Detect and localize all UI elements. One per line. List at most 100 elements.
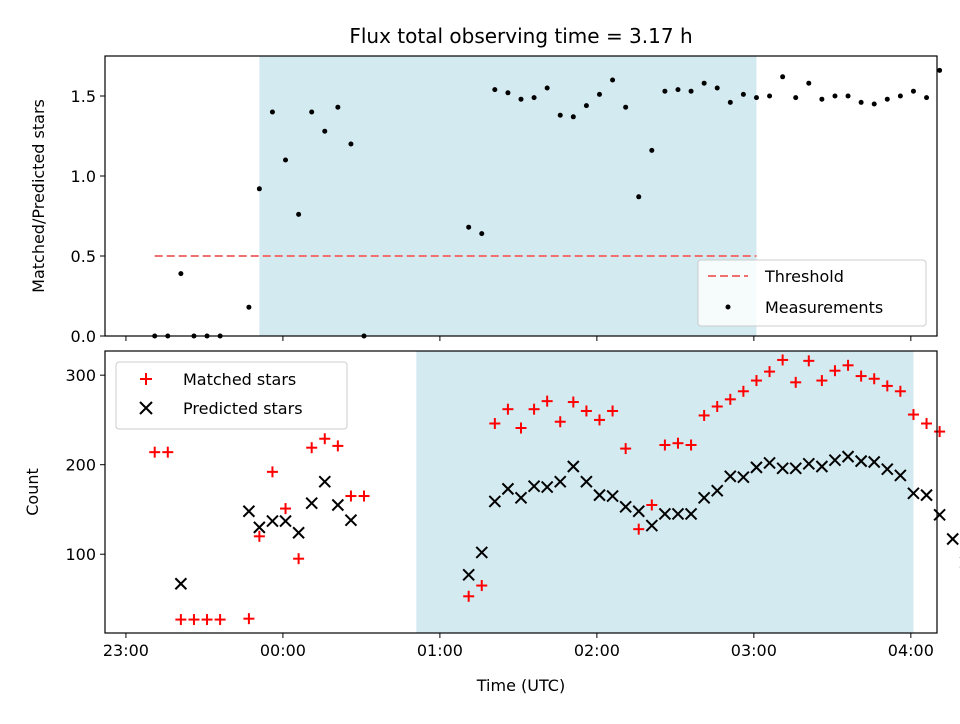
measurement-point — [910, 88, 916, 94]
predicted-star-point — [841, 450, 855, 463]
predicted-star-stroke — [554, 475, 567, 488]
predicted-star-point — [737, 471, 750, 484]
predicted-star-point — [894, 469, 907, 482]
measurement-point — [675, 87, 681, 93]
matched-star-point — [607, 405, 619, 417]
predicted-star-point — [881, 462, 894, 476]
predicted-star-point — [802, 457, 816, 471]
predicted-star-point — [868, 455, 881, 469]
top-y-tick-label: 0.5 — [71, 247, 96, 266]
predicted-star-stroke — [567, 460, 580, 473]
predicted-star-point — [279, 514, 292, 528]
measurement-point — [505, 90, 511, 96]
matched-star-point — [358, 490, 370, 502]
predicted-star-point — [933, 508, 946, 522]
matched-star-point — [659, 439, 671, 451]
measurement-point — [309, 109, 315, 115]
predicted-star-point — [711, 484, 724, 497]
predicted-star-point — [527, 479, 541, 493]
predicted-star-stroke — [724, 470, 737, 483]
matched-star-point — [554, 416, 566, 428]
matched-star-point — [764, 366, 776, 378]
predicted-star-stroke — [776, 462, 789, 475]
predicted-star-stroke — [920, 488, 933, 502]
predicted-star-point — [253, 521, 266, 534]
measurement-point — [636, 194, 642, 200]
predicted-star-point — [514, 491, 528, 505]
predicted-star-stroke — [292, 526, 305, 539]
measurement-point — [714, 85, 720, 91]
measurement-point — [596, 91, 602, 97]
matched-star-point — [253, 530, 265, 542]
matched-star-point — [737, 385, 749, 397]
bottom-x-tick-label: 00:00 — [260, 641, 306, 660]
predicted-star-stroke — [802, 457, 816, 471]
bottom-shaded-region — [416, 351, 914, 633]
measurement-point — [246, 304, 252, 310]
predicted-star-stroke — [580, 475, 593, 488]
threshold-legend-label: Threshold — [764, 267, 844, 286]
predicted-star-point — [632, 505, 645, 518]
measurement-point — [531, 95, 537, 101]
matched-star-point — [280, 503, 292, 515]
matched-star-point — [515, 422, 527, 434]
bottom-legend: Matched stars Predicted stars — [115, 361, 348, 430]
measurement-point — [740, 91, 746, 97]
top-y-axis-label: Matched/Predicted stars — [29, 99, 48, 293]
predicted-star-stroke — [645, 519, 659, 532]
matched-star-point — [201, 614, 213, 626]
predicted-star-point — [292, 526, 305, 539]
measurement-point — [806, 80, 812, 86]
predicted-stars-legend-marker — [139, 401, 153, 415]
chart-title: Flux total observing time = 3.17 h — [349, 24, 692, 48]
bottom-x-tick-label: 03:00 — [731, 641, 777, 660]
top-axes-frame — [104, 55, 938, 337]
predicted-star-point — [828, 454, 842, 467]
predicted-star-stroke — [933, 508, 946, 522]
matched-star-point — [306, 442, 318, 454]
predicted-star-stroke — [737, 471, 750, 484]
matched-star-point — [685, 439, 697, 451]
predicted-star-point — [318, 475, 331, 488]
predicted-star-stroke — [331, 498, 345, 512]
matched-star-point — [162, 446, 174, 458]
predicted-star-stroke — [711, 484, 724, 497]
top-legend-box — [697, 259, 927, 327]
predicted-star-point — [854, 454, 868, 468]
matched-stars-legend-marker — [140, 373, 152, 385]
matched-star-point — [633, 523, 645, 535]
predicted-star-stroke — [540, 480, 554, 494]
matched-star-point — [868, 373, 880, 385]
bottom-shade-rect — [416, 351, 914, 633]
matched-star-point — [580, 405, 592, 417]
predicted-star-point — [331, 498, 345, 512]
predicted-stars-legend-label: Predicted stars — [183, 399, 303, 418]
measurement-point — [269, 109, 275, 115]
measurement-point — [701, 80, 707, 86]
matched-star-point — [816, 375, 828, 387]
predicted-star-stroke — [828, 454, 842, 467]
measurement-point — [335, 104, 341, 110]
predicted-star-stroke — [671, 507, 685, 521]
predicted-star-point — [789, 462, 802, 475]
matched-star-point — [175, 614, 187, 626]
predicted-star-point — [684, 507, 698, 521]
matched-star-point — [345, 490, 357, 502]
predicted-star-stroke — [632, 505, 645, 518]
measurement-point — [570, 114, 576, 120]
predicted-star-stroke — [174, 577, 188, 590]
top-y-tick-label: 0.0 — [71, 327, 96, 346]
predicted-star-point — [580, 475, 593, 488]
predicted-star-point — [344, 513, 358, 527]
matched-star-point — [476, 580, 488, 592]
predicted-star-point — [776, 462, 789, 475]
predicted-star-stroke — [815, 460, 829, 473]
measurement-point — [348, 141, 354, 147]
predicted-star-stroke — [305, 496, 318, 510]
matched-star-point — [803, 355, 815, 367]
predicted-star-stroke — [841, 450, 855, 463]
predicted-star-point — [671, 507, 685, 521]
measurement-point — [492, 87, 498, 93]
predicted-star-point — [174, 577, 188, 590]
